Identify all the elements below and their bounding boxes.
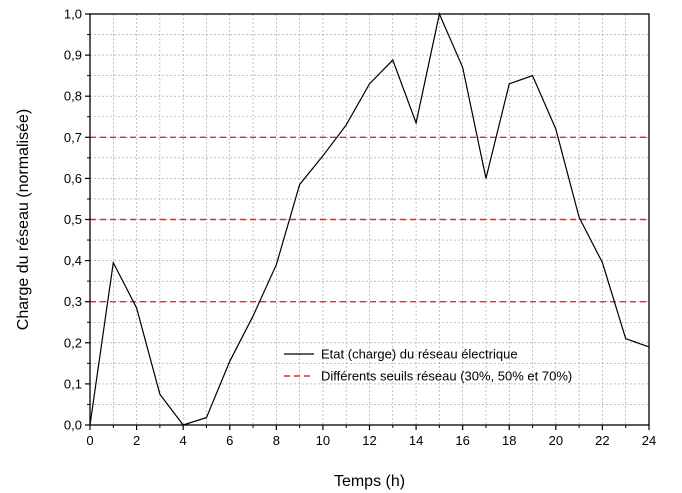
y-tick-label: 0,9 bbox=[64, 48, 82, 63]
threshold-lines bbox=[90, 136, 649, 303]
x-axis-title: Temps (h) bbox=[334, 473, 405, 490]
y-tick-label: 0,1 bbox=[64, 376, 82, 391]
y-tick-label: 1,0 bbox=[64, 7, 82, 22]
y-tick-label: 0,8 bbox=[64, 89, 82, 104]
y-tick-label: 0,2 bbox=[64, 335, 82, 350]
x-tick-label: 24 bbox=[642, 433, 656, 448]
x-tick-label: 18 bbox=[502, 433, 516, 448]
legend-label-thresholds: Différents seuils réseau (30%, 50% et 70… bbox=[321, 369, 572, 384]
x-tick-label: 14 bbox=[409, 433, 423, 448]
legend: Etat (charge) du réseau électrique Diffé… bbox=[284, 347, 572, 384]
x-tick-label: 22 bbox=[595, 433, 609, 448]
x-tick-label: 4 bbox=[180, 433, 187, 448]
x-tick-label: 0 bbox=[86, 433, 93, 448]
x-tick-label: 8 bbox=[273, 433, 280, 448]
x-tick-label: 16 bbox=[455, 433, 469, 448]
y-tick-label: 0,6 bbox=[64, 171, 82, 186]
x-tick-labels: 0 2 4 6 8 10 12 14 16 18 20 22 24 bbox=[86, 433, 656, 448]
y-tick-label: 0,7 bbox=[64, 130, 82, 145]
y-tick-label: 0,0 bbox=[64, 418, 82, 433]
y-tick-label: 0,4 bbox=[64, 253, 82, 268]
y-axis-title: Charge du réseau (normalisée) bbox=[15, 109, 32, 330]
x-tick-label: 6 bbox=[226, 433, 233, 448]
y-tick-labels: 0,0 0,1 0,2 0,3 0,4 0,5 0,6 0,7 0,8 0,9 1,0 bbox=[64, 7, 82, 433]
x-tick-label: 20 bbox=[549, 433, 563, 448]
y-tick-label: 0,5 bbox=[64, 212, 82, 227]
x-tick-label: 12 bbox=[362, 433, 376, 448]
legend-label-load: Etat (charge) du réseau électrique bbox=[321, 347, 518, 362]
x-tick-label: 10 bbox=[316, 433, 330, 448]
y-tick-label: 0,3 bbox=[64, 294, 82, 309]
axis-ticks bbox=[85, 13, 650, 430]
x-tick-label: 2 bbox=[133, 433, 140, 448]
